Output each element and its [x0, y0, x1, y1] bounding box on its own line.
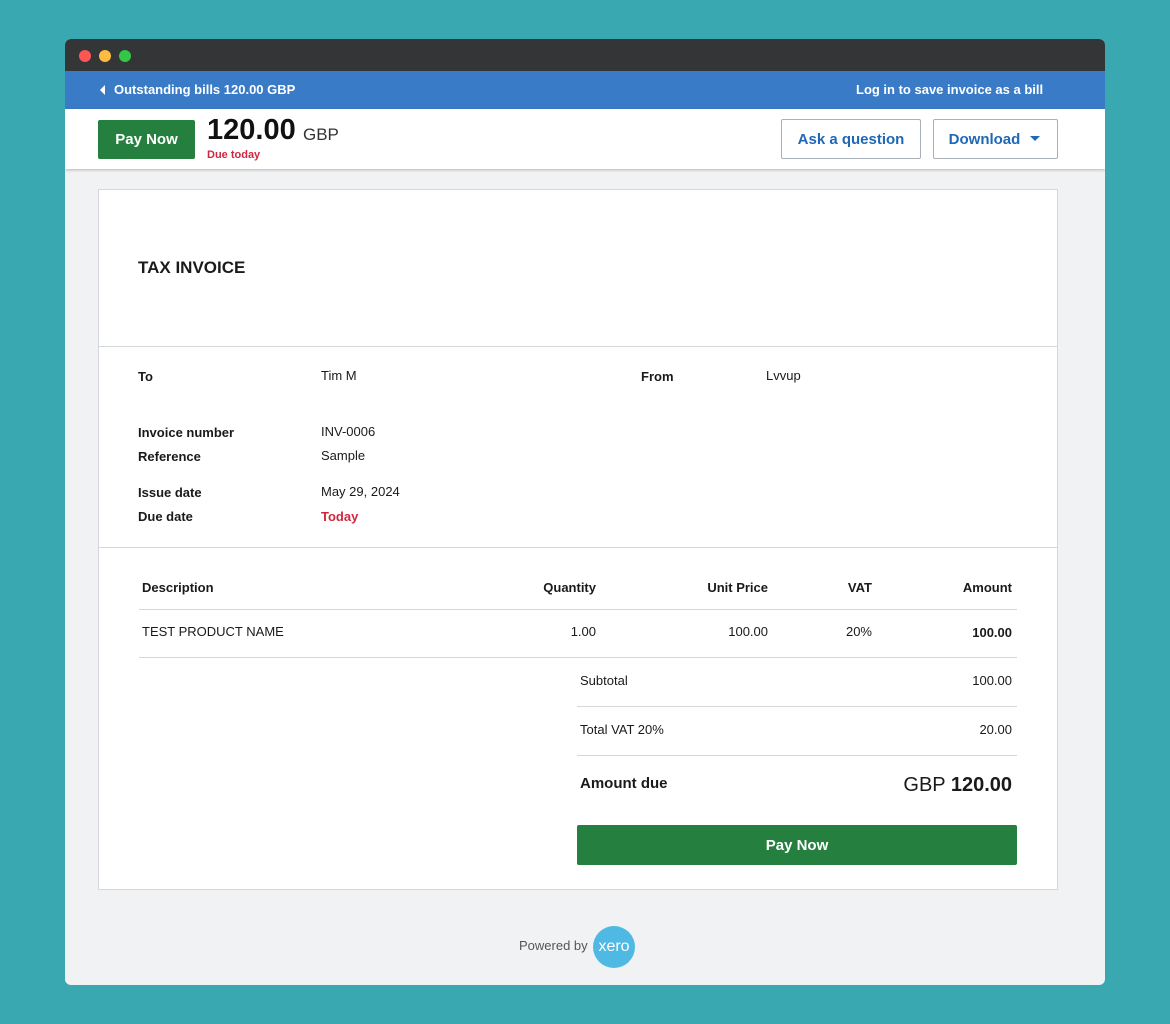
detail-label: Issue date [138, 485, 202, 500]
divider [99, 346, 1057, 347]
amount-due-currency: GBP [903, 774, 946, 796]
divider [139, 609, 1017, 610]
pay-now-button[interactable]: Pay Now [98, 120, 195, 159]
detail-value: Tim M [321, 368, 357, 383]
xero-logo[interactable]: xero [593, 926, 635, 968]
amount-due-value: 120.00 [950, 774, 1012, 796]
due-label: Due today [207, 149, 261, 161]
table-cell: 100.00 [728, 624, 768, 639]
title-bar [65, 39, 1105, 71]
column-header: Quantity [543, 580, 596, 595]
back-link[interactable]: Outstanding bills 120.00 GBP [114, 82, 296, 97]
amount-due: GBP 120.00 [903, 773, 1012, 797]
column-header: Description [142, 580, 214, 595]
invoice-title: TAX INVOICE [138, 258, 246, 277]
total-label: Subtotal [580, 673, 628, 688]
table-cell: 20% [845, 624, 872, 639]
detail-value: INV-0006 [321, 424, 376, 439]
divider [577, 706, 1017, 707]
download-button[interactable]: Download [933, 119, 1058, 159]
total-value: 20.00 [979, 722, 1012, 737]
header-bar [65, 109, 1105, 169]
column-header: Unit Price [707, 580, 768, 595]
powered-by: Powered by [519, 938, 588, 953]
ask-button[interactable]: Ask a question [781, 119, 921, 159]
table-cell: 100.00 [972, 625, 1012, 640]
divider [99, 547, 1057, 548]
detail-label: From [641, 369, 674, 384]
column-header: Amount [962, 580, 1012, 595]
detail-label: Invoice number [138, 425, 235, 440]
detail-value: Lvvup [766, 368, 801, 383]
total-value: 100.00 [972, 673, 1012, 688]
total-label: Total VAT 20% [580, 722, 664, 737]
detail-label: To [138, 369, 153, 384]
table-cell: TEST PRODUCT NAME [142, 624, 284, 639]
amount: 120.00 [207, 114, 296, 146]
back-arrow [100, 85, 105, 95]
detail-value: Sample [321, 448, 366, 463]
divider [577, 755, 1017, 756]
detail-value: Today [321, 509, 359, 524]
detail-label: Due date [138, 509, 193, 524]
invoice-card [98, 189, 1058, 890]
login-link[interactable]: Log in to save invoice as a bill [856, 82, 1044, 97]
maximize-dot [119, 50, 131, 62]
pay-now-button[interactable]: Pay Now [577, 825, 1017, 865]
divider [139, 657, 1017, 658]
table-cell: 1.00 [570, 624, 596, 639]
column-header: VAT [847, 580, 872, 595]
nav-bar [65, 71, 1105, 109]
detail-label: Reference [138, 449, 201, 464]
minimize-dot [99, 50, 111, 62]
detail-value: May 29, 2024 [321, 484, 400, 499]
amount-due-label: Amount due [580, 775, 668, 792]
download-caret [1030, 136, 1040, 141]
currency: GBP [303, 125, 339, 144]
close-dot [79, 50, 91, 62]
